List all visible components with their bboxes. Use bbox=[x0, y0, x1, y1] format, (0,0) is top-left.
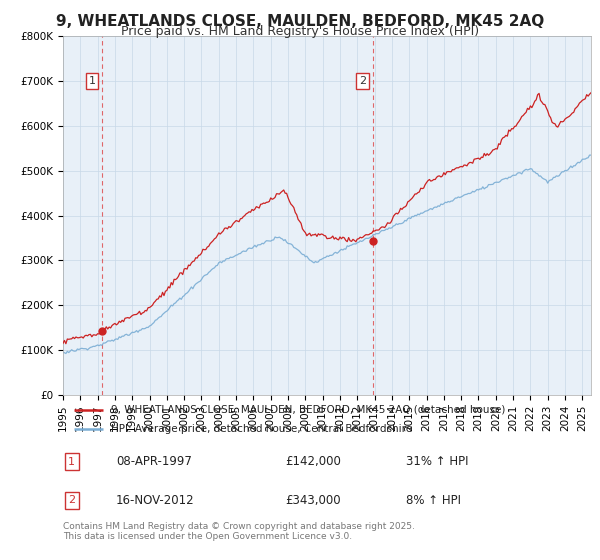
Text: 31% ↑ HPI: 31% ↑ HPI bbox=[406, 455, 469, 468]
Text: 1: 1 bbox=[88, 76, 95, 86]
Text: 2: 2 bbox=[68, 495, 76, 505]
Text: 8% ↑ HPI: 8% ↑ HPI bbox=[406, 494, 461, 507]
Text: Price paid vs. HM Land Registry's House Price Index (HPI): Price paid vs. HM Land Registry's House … bbox=[121, 25, 479, 38]
Text: HPI: Average price, detached house, Central Bedfordshire: HPI: Average price, detached house, Cent… bbox=[110, 423, 412, 433]
Text: £343,000: £343,000 bbox=[285, 494, 340, 507]
Text: 08-APR-1997: 08-APR-1997 bbox=[116, 455, 191, 468]
Text: 16-NOV-2012: 16-NOV-2012 bbox=[116, 494, 194, 507]
Text: Contains HM Land Registry data © Crown copyright and database right 2025.
This d: Contains HM Land Registry data © Crown c… bbox=[63, 522, 415, 542]
Text: 2: 2 bbox=[359, 76, 366, 86]
Text: £142,000: £142,000 bbox=[285, 455, 341, 468]
Text: 1: 1 bbox=[68, 457, 75, 467]
Text: 9, WHEATLANDS CLOSE, MAULDEN, BEDFORD, MK45 2AQ: 9, WHEATLANDS CLOSE, MAULDEN, BEDFORD, M… bbox=[56, 14, 544, 29]
Text: 9, WHEATLANDS CLOSE, MAULDEN, BEDFORD, MK45 2AQ (detached house): 9, WHEATLANDS CLOSE, MAULDEN, BEDFORD, M… bbox=[110, 405, 505, 415]
